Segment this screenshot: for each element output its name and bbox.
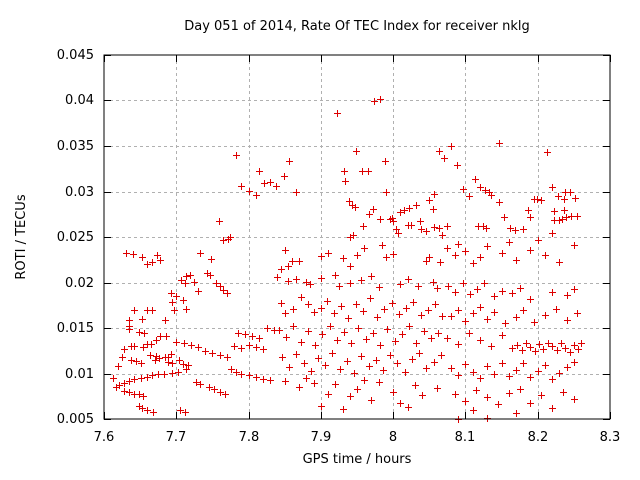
x-tick-label: 8.2 [528,430,549,445]
y-tick-label: 0.015 [57,321,94,336]
chart-title: Day 051 of 2014, Rate Of TEC Index for r… [184,19,530,34]
y-tick-label: 0.025 [57,230,94,245]
x-tick-label: 8 [389,430,397,445]
x-tick-label: 8.1 [455,430,476,445]
y-tick-label: 0.02 [65,276,94,291]
x-tick-label: 8.3 [600,430,621,445]
y-tick-label: 0.005 [57,412,94,427]
x-tick-label: 7.9 [311,430,332,445]
y-tick-label: 0.04 [65,93,94,108]
scatter-points [110,96,585,423]
x-axis-label: GPS time / hours [303,452,412,467]
y-tick-label: 0.01 [65,367,94,382]
axis-label-layer: GPS time / hours ROTI / TECUs [14,194,412,467]
y-tick-label: 0.035 [57,139,94,154]
x-tick-label: 7.6 [94,430,115,445]
plot-border [103,54,611,420]
x-tick-label: 7.7 [166,430,187,445]
tick-layer: 7.6 7.7 7.8 7.9 8 8.1 8.2 8.3 0.005 0.01 0.015 0.02… [57,48,621,445]
y-tick-label: 0.03 [65,185,94,200]
y-axis-label: ROTI / TECUs [14,194,29,279]
data-points-layer [110,96,585,423]
x-tick-label: 7.8 [239,430,260,445]
y-tick-label: 0.045 [57,48,94,63]
